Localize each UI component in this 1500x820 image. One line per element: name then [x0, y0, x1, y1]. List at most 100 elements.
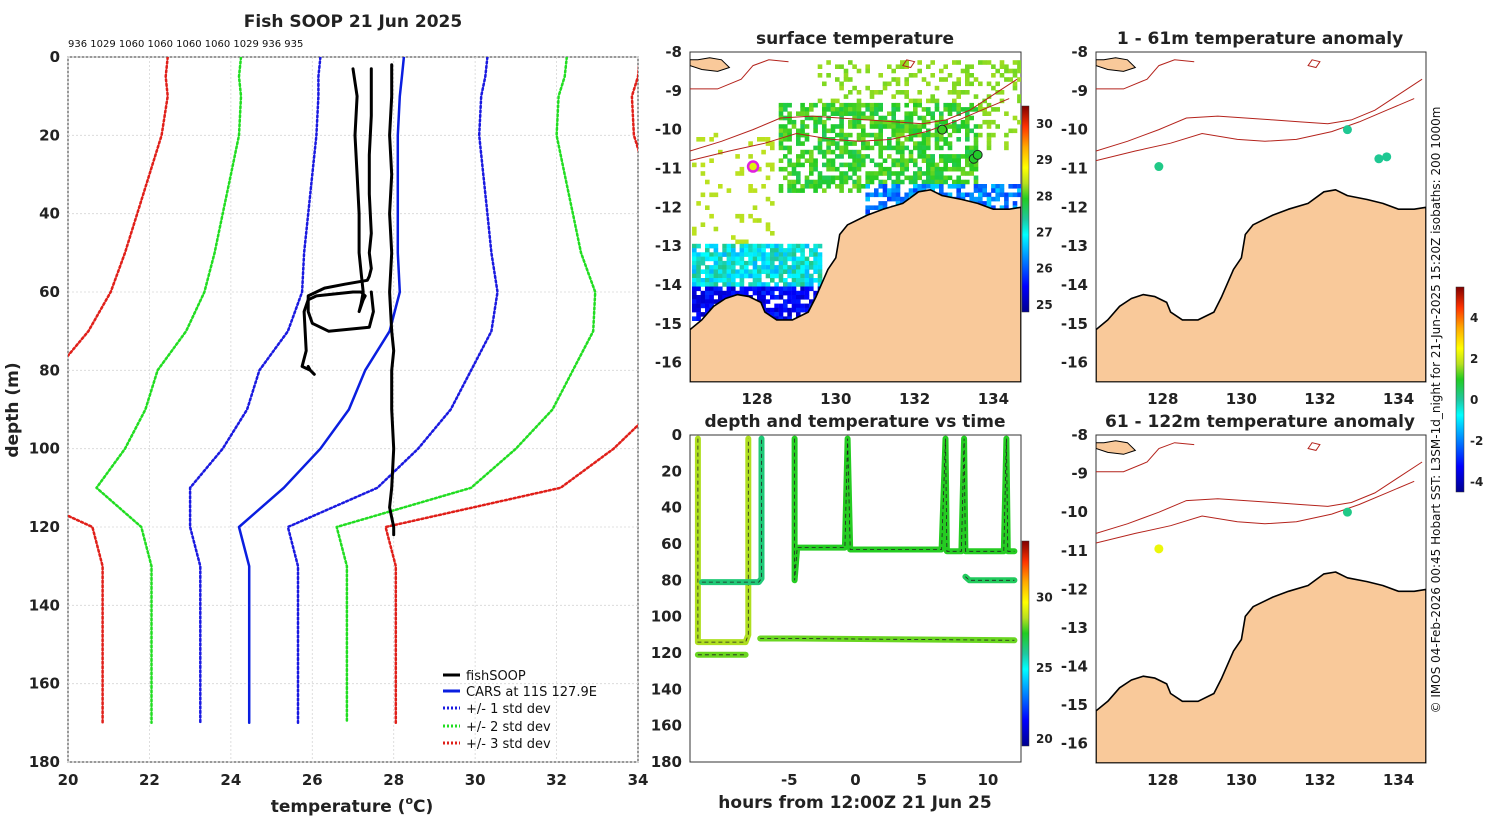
sst-cell: [796, 248, 801, 253]
sst-cell: [700, 252, 706, 257]
sst-cell: [926, 111, 931, 116]
sst-cell: [817, 175, 823, 181]
sst-cell: [700, 295, 706, 300]
sst-cell: [856, 162, 862, 168]
sst-cell: [739, 282, 745, 287]
sst-cell: [813, 290, 818, 296]
sst-cell: [787, 179, 792, 185]
sst-cell: [960, 192, 966, 198]
sst-cell: [692, 316, 697, 321]
sst-cell: [900, 141, 905, 146]
sst-cell: [752, 256, 758, 262]
sst-cell: [947, 175, 953, 181]
sst-cell: [986, 119, 992, 125]
sst-cell: [718, 252, 723, 257]
sst-cell: [835, 77, 840, 82]
sst-cell: [800, 269, 805, 274]
sst-cell: [696, 312, 701, 317]
sst-cell: [900, 171, 905, 176]
sst-cell: [926, 145, 931, 151]
sst-cell: [770, 286, 775, 292]
sst-cell: [705, 286, 710, 292]
sst-cell: [739, 166, 745, 172]
sst-cell: [856, 179, 862, 185]
time-series-colorbar-label: 30: [1036, 591, 1053, 605]
sst-cell: [787, 171, 792, 176]
sst-cell: [882, 188, 888, 193]
sst-cell: [830, 141, 836, 146]
sst-cell: [878, 184, 883, 189]
y-tick-label: 180: [29, 753, 60, 771]
sst-cell: [986, 102, 992, 108]
sst-cell: [960, 90, 966, 95]
sst-cell: [835, 64, 840, 69]
sst-cell: [830, 149, 836, 155]
anomaly-shallow-isobath-200: [1096, 98, 1415, 162]
sst-cell: [882, 171, 888, 176]
sst-cell: [765, 260, 771, 266]
sst-cell: [856, 115, 862, 121]
sst-cell: [856, 98, 862, 104]
sst-cell: [852, 111, 857, 116]
sst-cell: [926, 81, 931, 87]
sst-cell: [934, 166, 940, 172]
sst-cell: [891, 68, 896, 74]
sst-cell: [709, 286, 714, 292]
sst-cell: [761, 282, 766, 287]
sst-cell: [804, 265, 810, 270]
sst-cell: [722, 282, 727, 287]
sst-cell: [965, 115, 970, 121]
sst-cell: [709, 282, 714, 287]
sst-cell: [887, 124, 892, 129]
sst-cell: [800, 286, 805, 292]
sst-cell: [813, 124, 818, 129]
sst-cell: [709, 290, 714, 296]
sst-cell: [787, 265, 792, 270]
sst-cell: [705, 256, 710, 262]
sst-cell: [804, 273, 810, 279]
sst-cell: [796, 128, 801, 134]
sst-cell: [813, 145, 818, 151]
sst-cell: [913, 132, 918, 138]
sst-cell: [778, 269, 784, 274]
sst-cell: [960, 154, 966, 159]
sst-cell: [856, 137, 862, 142]
sst-cell: [744, 243, 749, 249]
sst-cell: [939, 132, 944, 138]
sst-cell: [882, 201, 888, 206]
sst-cell: [930, 73, 935, 78]
sst-cell: [778, 243, 784, 249]
sst-cell: [869, 90, 875, 95]
x-tick-label: 20: [58, 771, 79, 789]
sst-cell: [796, 175, 801, 181]
sst-cell: [861, 162, 866, 168]
sst-cell: [995, 107, 1000, 112]
sst-cell: [718, 149, 723, 155]
sst-cell: [1017, 184, 1021, 189]
sst-cell: [709, 299, 714, 304]
sst-cell: [800, 265, 805, 270]
sst-cell: [926, 119, 931, 125]
sst-cell: [895, 196, 901, 202]
sst-cell: [986, 201, 992, 206]
anomaly-point: [1342, 125, 1352, 135]
sst-cell: [930, 171, 935, 176]
sst-cell: [813, 269, 818, 274]
sst-cell: [726, 188, 732, 193]
sst-cell: [900, 124, 905, 129]
sst-cell: [739, 252, 745, 257]
sst-cell: [722, 243, 727, 249]
sst-cell: [969, 115, 974, 121]
sst-cell: [692, 286, 697, 292]
sst-cell: [744, 273, 749, 279]
sst-cell: [939, 119, 944, 125]
track-centerline: [794, 438, 1015, 581]
sst-cell: [752, 286, 758, 292]
sst-cell: [939, 158, 944, 163]
sst-y-ticks: -8 -9 -10 -11 -12 -13 -14 -15 -16: [655, 43, 682, 372]
sst-cell: [800, 111, 805, 116]
sst-cell: [765, 162, 771, 168]
sst-cell: [731, 256, 736, 262]
sst-cell: [943, 119, 948, 125]
